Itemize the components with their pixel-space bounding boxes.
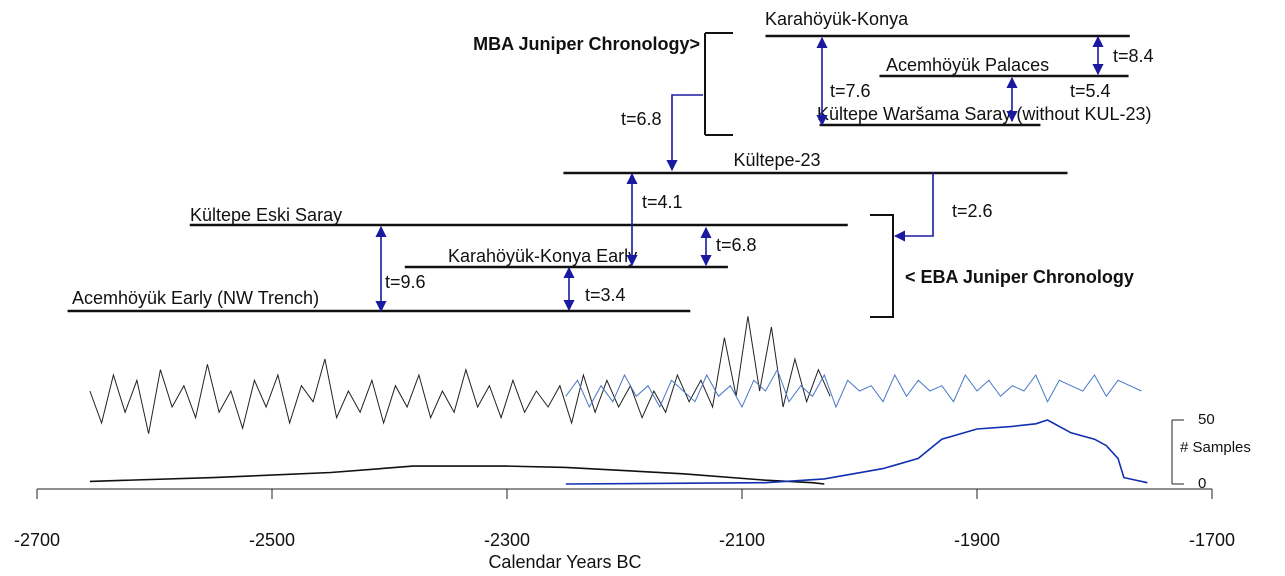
bracket [704, 32, 733, 136]
comparison-label: t=7.6 [830, 81, 871, 101]
comparison-label: t=4.1 [642, 192, 683, 212]
x-tick-label: -2300 [484, 530, 530, 550]
chronology-label: Acemhöyük Early (NW Trench) [72, 288, 319, 308]
comparison-label: t=5.4 [1070, 81, 1111, 101]
chronology-label: Kültepe Eski Saray [190, 205, 342, 225]
x-tick-label: -1900 [954, 530, 1000, 550]
comparison-label: t=6.8 [716, 235, 757, 255]
x-axis-label: Calendar Years BC [488, 552, 641, 572]
group-label: < EBA Juniper Chronology [905, 267, 1134, 287]
y2-tick-label: 50 [1198, 411, 1215, 428]
comparison-label: t=6.8 [621, 109, 662, 129]
chronology-label: Karahöyük-Konya [765, 9, 909, 29]
x-tick-label: -2500 [249, 530, 295, 550]
chronology-label: Karahöyük-Konya Early [448, 246, 637, 266]
comparison-arrow [893, 172, 934, 242]
ring-width-line [89, 316, 831, 434]
comparison-label: t=3.4 [585, 285, 626, 305]
y2-axis-label: # Samples [1180, 439, 1251, 456]
x-tick-label: -2700 [14, 530, 60, 550]
chronology-label: Acemhöyük Palaces [886, 55, 1049, 75]
x-tick-label: -1700 [1189, 530, 1235, 550]
x-tick-label: -2100 [719, 530, 765, 550]
y2-tick-label: 0 [1198, 475, 1206, 492]
group-label: MBA Juniper Chronology> [473, 34, 700, 54]
chronology-label: Kültepe Waršama Saray (without KUL-23) [817, 104, 1151, 124]
chronology-label: Kültepe-23 [733, 150, 820, 170]
comparison-arrow [666, 94, 703, 172]
sample-depth-line [89, 465, 825, 485]
ring-width-line [565, 368, 1142, 409]
comparison-label: t=9.6 [385, 272, 426, 292]
comparison-label: t=2.6 [952, 201, 993, 221]
sample-depth-line [565, 419, 1148, 485]
comparison-label: t=8.4 [1113, 46, 1154, 66]
bracket [870, 214, 894, 318]
